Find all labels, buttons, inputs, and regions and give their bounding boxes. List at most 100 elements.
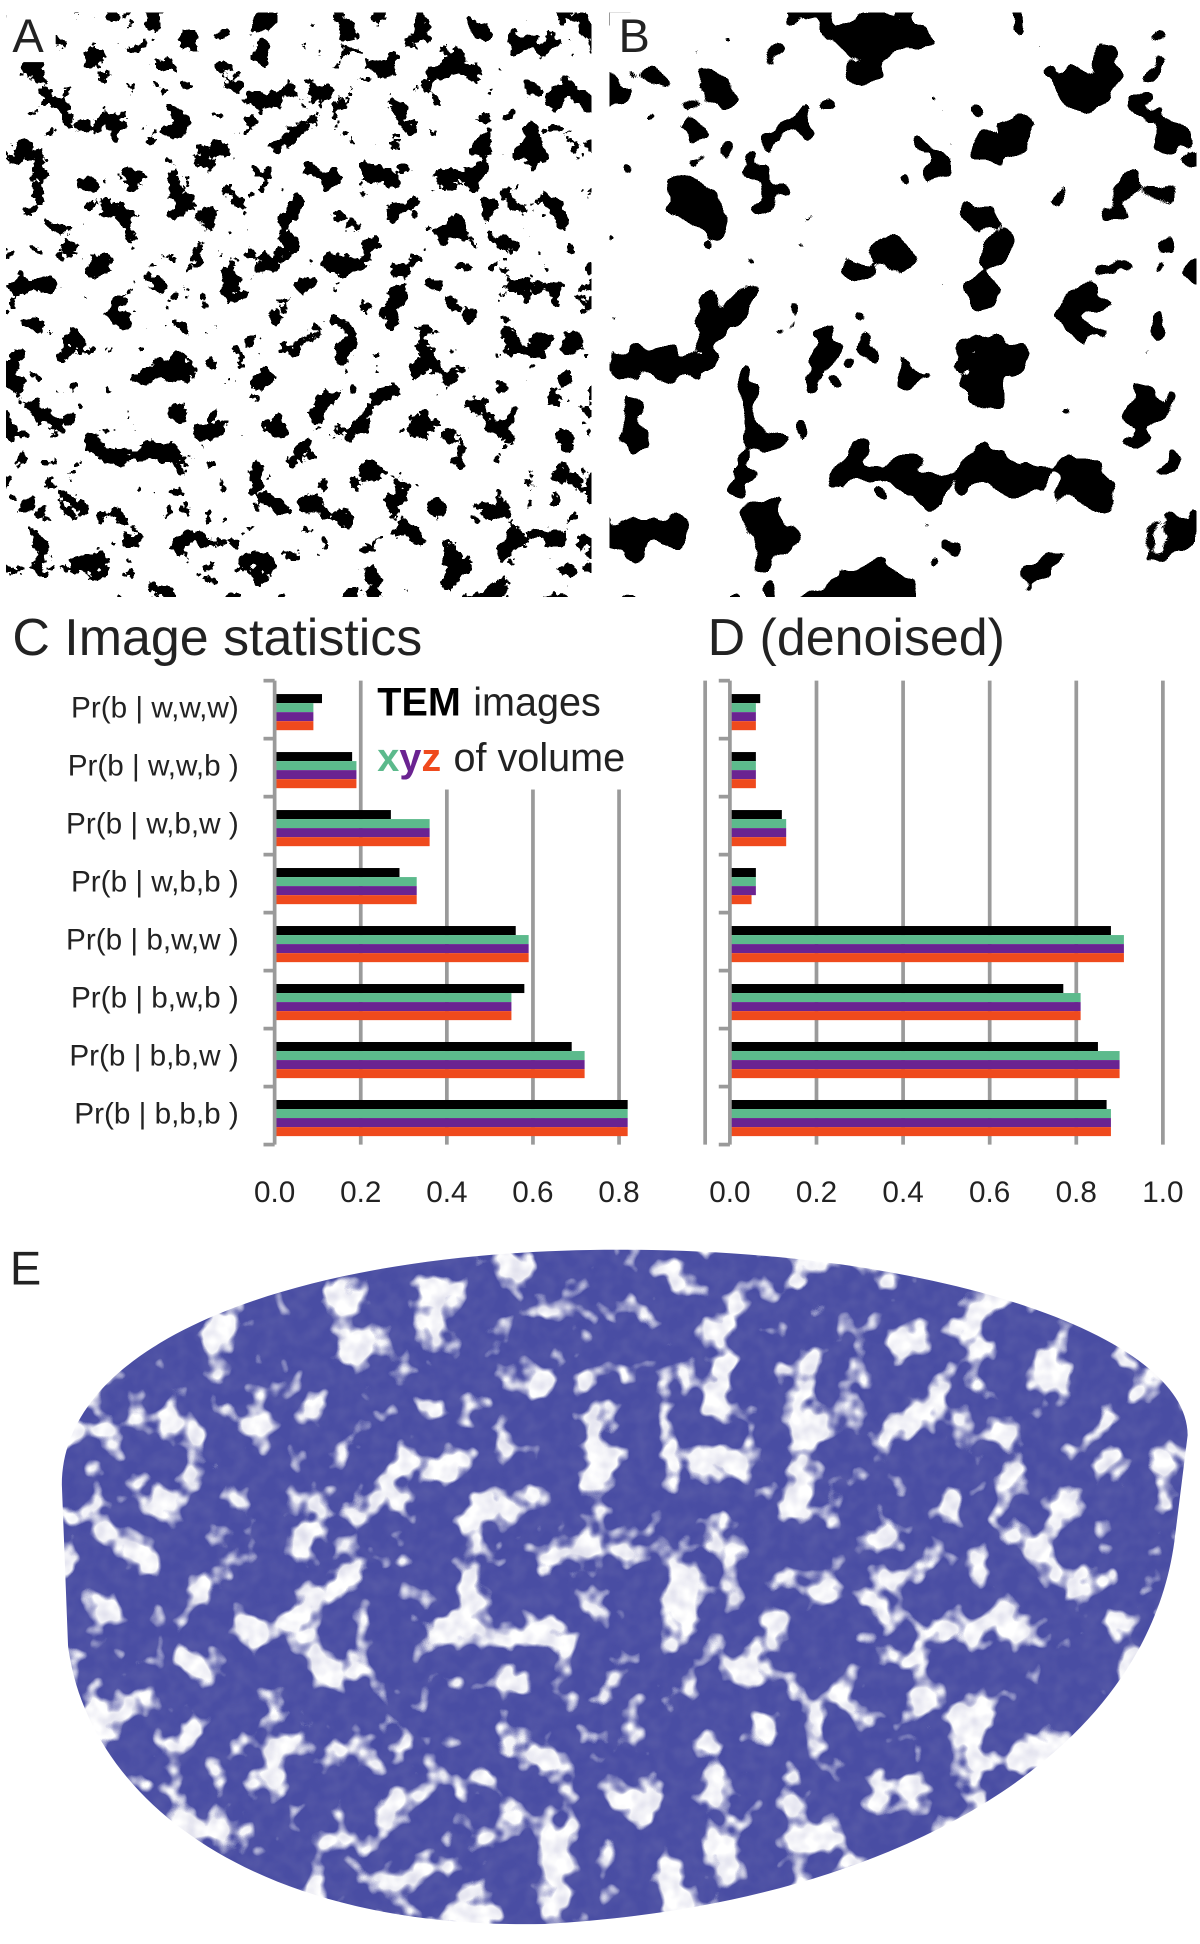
bar bbox=[729, 1051, 1120, 1061]
legend-label: of volume bbox=[454, 737, 626, 781]
x-tick-label: 0.0 bbox=[709, 1176, 750, 1209]
bar bbox=[274, 721, 314, 731]
bar bbox=[729, 761, 756, 771]
bar bbox=[274, 1109, 628, 1119]
chart-title: C Image statistics bbox=[12, 609, 422, 667]
bar bbox=[274, 984, 525, 994]
y-tick-label: Pr(b | b,b,w ) bbox=[69, 1039, 238, 1072]
legend-entry: xyz of volume bbox=[377, 737, 625, 781]
bar bbox=[729, 1042, 1098, 1052]
bar bbox=[274, 1051, 585, 1061]
bar bbox=[274, 1011, 512, 1021]
bar bbox=[274, 1127, 628, 1137]
volume-texture bbox=[61, 1249, 1188, 1925]
bar bbox=[274, 935, 529, 945]
bar bbox=[729, 694, 761, 704]
bar bbox=[729, 1127, 1111, 1137]
bar bbox=[729, 712, 756, 722]
bar bbox=[274, 1099, 628, 1110]
bar bbox=[274, 886, 417, 896]
bar bbox=[729, 770, 756, 780]
label-box bbox=[6, 12, 56, 63]
y-tick-label: Pr(b | b,w,w ) bbox=[66, 923, 239, 956]
y-tick-label: Pr(b | b,w,b ) bbox=[71, 981, 239, 1014]
bar bbox=[729, 1060, 1120, 1070]
legend-label: TEM bbox=[377, 681, 461, 725]
y-tick-label: Pr(b | w,b,b ) bbox=[71, 865, 239, 898]
bar bbox=[729, 935, 1124, 945]
bar bbox=[274, 761, 357, 771]
bar bbox=[729, 810, 782, 820]
bar bbox=[729, 1069, 1120, 1079]
bar bbox=[274, 1069, 585, 1079]
bar bbox=[729, 828, 787, 838]
bar bbox=[729, 993, 1081, 1003]
bar bbox=[274, 703, 314, 713]
y-tick-label: Pr(b | w,b,w ) bbox=[66, 807, 239, 840]
x-tick-label: 0.0 bbox=[254, 1176, 295, 1209]
x-tick-label: 0.4 bbox=[426, 1176, 467, 1209]
bar bbox=[274, 770, 357, 780]
bar bbox=[729, 721, 756, 731]
bar bbox=[729, 926, 1111, 936]
y-tick-label: Pr(b | b,b,b ) bbox=[74, 1097, 238, 1130]
bar bbox=[729, 1109, 1111, 1119]
bar bbox=[274, 828, 430, 838]
bar bbox=[729, 1099, 1107, 1110]
bar bbox=[274, 895, 417, 905]
legend-label: images bbox=[473, 681, 601, 725]
legend-label: x bbox=[377, 737, 399, 781]
bar bbox=[729, 837, 787, 847]
bar bbox=[729, 1118, 1111, 1128]
bar bbox=[729, 895, 752, 905]
bar bbox=[274, 926, 516, 936]
bar bbox=[729, 868, 756, 878]
bar bbox=[729, 953, 1124, 963]
panel-label: A bbox=[12, 9, 44, 62]
x-tick-label: 0.2 bbox=[796, 1176, 837, 1209]
bar bbox=[729, 886, 756, 896]
panel-b-image bbox=[609, 12, 1197, 597]
panel-label: B bbox=[619, 9, 650, 62]
x-tick-label: 0.6 bbox=[512, 1176, 553, 1209]
bar bbox=[274, 779, 357, 789]
legend-box bbox=[368, 675, 693, 790]
bar bbox=[729, 819, 787, 829]
x-tick-label: 0.4 bbox=[882, 1176, 923, 1209]
bar bbox=[729, 1011, 1081, 1021]
label-box bbox=[609, 12, 662, 63]
bar bbox=[729, 703, 756, 713]
bar bbox=[274, 712, 314, 722]
panel-label: E bbox=[10, 1241, 41, 1294]
x-tick-label: 0.2 bbox=[340, 1176, 381, 1209]
x-tick-label: 0.6 bbox=[969, 1176, 1010, 1209]
bar bbox=[274, 810, 391, 820]
bar bbox=[274, 837, 430, 847]
bar bbox=[274, 1042, 572, 1052]
panel-a-image bbox=[6, 12, 592, 597]
y-tick-label: Pr(b | w,w,b ) bbox=[68, 749, 239, 782]
legend-entry: TEM images bbox=[377, 681, 601, 725]
bar bbox=[274, 1118, 628, 1128]
x-tick-label: 0.8 bbox=[598, 1176, 639, 1209]
bar bbox=[729, 877, 756, 887]
legend-label: y bbox=[399, 737, 421, 781]
bar bbox=[274, 1060, 585, 1070]
bar bbox=[274, 694, 322, 704]
bar bbox=[274, 1002, 512, 1012]
x-tick-label: 0.8 bbox=[1056, 1176, 1097, 1209]
bar bbox=[274, 868, 400, 878]
y-tick-label: Pr(b | w,w,w) bbox=[71, 691, 239, 724]
bar bbox=[274, 877, 417, 887]
bar bbox=[729, 944, 1124, 954]
chart-title: D (denoised) bbox=[708, 609, 1005, 667]
bar bbox=[274, 993, 512, 1003]
legend-label: z bbox=[421, 737, 441, 781]
bar bbox=[729, 752, 756, 762]
bar bbox=[729, 1002, 1081, 1012]
bar bbox=[274, 752, 353, 762]
bar bbox=[274, 819, 430, 829]
bar bbox=[274, 944, 529, 954]
panel-e-volume bbox=[61, 1249, 1188, 1925]
